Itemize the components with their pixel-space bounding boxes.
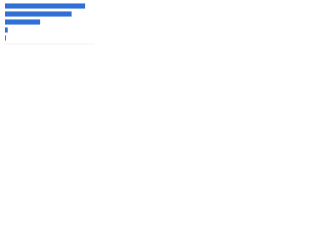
- bar: [5, 3, 86, 9]
- bar: [5, 35, 6, 41]
- bar: [5, 19, 41, 25]
- bar: [5, 11, 72, 17]
- bar: [5, 27, 8, 33]
- chart: [5, 3, 95, 45]
- page: {"chart_data": {"type": "bar", "orientat…: [0, 0, 100, 71]
